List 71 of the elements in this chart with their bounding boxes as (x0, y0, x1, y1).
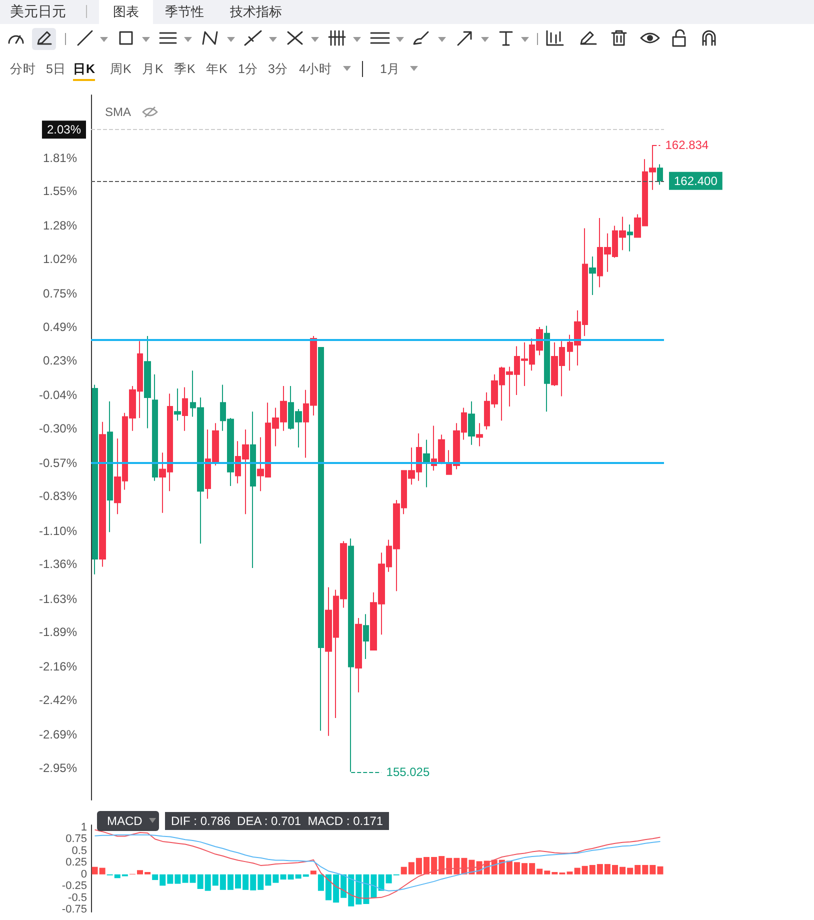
text: 1分 (238, 61, 258, 78)
candlestick (423, 439, 430, 488)
y-tick-label: -0.04% (38, 388, 78, 402)
candlestick (99, 421, 106, 568)
text: 日K (73, 61, 96, 81)
y-tick-label: -1.63% (38, 592, 78, 606)
ref-line-label: 2.03% (46, 122, 82, 137)
y-tick-label: 1.28% (42, 218, 78, 233)
text: 季节性 (165, 3, 204, 21)
y-tick-label: 1.55% (42, 184, 78, 198)
y-tick-label: 0.25 (66, 856, 87, 869)
y-tick-label: 0.49% (42, 320, 78, 334)
y-tick-label: -0.5 (68, 892, 87, 904)
line-series (94, 829, 661, 899)
y-tick-label: 0.5 (72, 844, 87, 857)
text: 162.400 (674, 174, 718, 188)
y-tick-label: 0.23% (42, 353, 78, 368)
text: 4小时 (299, 61, 332, 78)
candlestick (152, 374, 158, 482)
candlestick (589, 256, 596, 296)
y-tick-label: 1.81% (42, 150, 78, 165)
text: 月K (142, 61, 164, 78)
text: 5日 (46, 61, 66, 78)
y-tick-label: 0.75% (42, 286, 78, 301)
candlestick (363, 614, 369, 660)
candlestick (544, 325, 550, 412)
y-tick-label: 0.75 (66, 833, 87, 846)
text: 1月 (380, 61, 400, 78)
annotation: MACD (97, 811, 159, 831)
y-tick-label: -0.30% (38, 421, 78, 436)
text: 162.834 (665, 138, 709, 152)
y-tick-label: -0.83% (38, 489, 78, 504)
annotation: 155.025 (386, 764, 430, 779)
candlestick (250, 411, 256, 568)
y-tick-label: -0.75 (62, 904, 87, 916)
text: 分时 (10, 61, 36, 78)
y-tick-label: -2.42% (38, 693, 78, 708)
candlestick (318, 347, 324, 732)
y-tick-label: 0 (80, 868, 87, 880)
text: 美元日元 (10, 3, 66, 21)
y-tick-label: 1 (80, 821, 87, 834)
y-tick-label: -2.16% (38, 660, 78, 674)
candlestick (348, 538, 354, 772)
candlestick (174, 388, 181, 422)
y-tick-label: 1.02% (42, 252, 78, 266)
candlestick (627, 224, 633, 252)
candlestick (468, 400, 475, 446)
y-tick-label: -1.10% (38, 524, 78, 538)
text: 周K (110, 61, 132, 78)
y-tick-label: -0.57% (38, 456, 78, 470)
y-tick-label: -2.69% (38, 728, 78, 742)
text: 图表 (99, 0, 153, 25)
text: 季K (174, 61, 196, 78)
y-tick-label: -0.25 (62, 880, 87, 892)
candlestick (144, 335, 151, 429)
candlestick (355, 617, 362, 693)
candlestick (107, 400, 113, 533)
candlestick (476, 422, 483, 447)
y-tick-label: -2.95% (38, 760, 78, 775)
text: 3分 (268, 61, 288, 78)
y-tick-label: -1.36% (38, 557, 78, 572)
candlestick (182, 386, 188, 432)
annotation: SMA (105, 105, 132, 119)
text: 技术指标 (230, 3, 282, 21)
line-series (94, 834, 661, 892)
candlestick (657, 164, 663, 186)
bar (310, 870, 316, 874)
candlestick (92, 384, 98, 575)
y-tick-label: -1.89% (38, 625, 78, 640)
annotation: DIF : 0.786 DEA : 0.701 MACD : 0.171 (165, 812, 390, 830)
text: 年K (206, 61, 228, 78)
